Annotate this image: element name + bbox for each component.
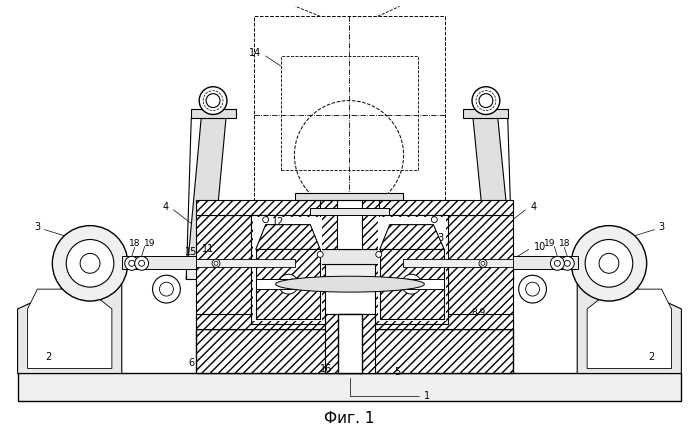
Polygon shape [251, 214, 325, 324]
Circle shape [263, 217, 268, 223]
Polygon shape [196, 214, 251, 329]
Text: 7: 7 [309, 236, 315, 245]
Polygon shape [338, 314, 362, 374]
Polygon shape [463, 109, 507, 118]
Polygon shape [196, 200, 512, 214]
Text: 3: 3 [34, 222, 41, 232]
Polygon shape [256, 225, 320, 249]
Polygon shape [187, 264, 512, 279]
Polygon shape [17, 279, 122, 374]
Text: 13: 13 [433, 233, 445, 242]
Text: 11: 11 [202, 245, 214, 254]
Circle shape [431, 217, 438, 223]
Circle shape [479, 94, 493, 108]
Polygon shape [380, 249, 445, 319]
Circle shape [279, 274, 298, 294]
Circle shape [554, 260, 561, 266]
Text: 2: 2 [649, 352, 655, 362]
Circle shape [519, 275, 547, 303]
Text: 2: 2 [45, 352, 51, 362]
Circle shape [481, 261, 485, 265]
Circle shape [571, 226, 647, 301]
Polygon shape [296, 249, 403, 264]
Circle shape [159, 282, 173, 296]
Polygon shape [256, 279, 445, 289]
Text: 19: 19 [544, 239, 555, 248]
Polygon shape [296, 193, 403, 200]
Circle shape [129, 260, 135, 266]
Circle shape [564, 260, 570, 266]
Text: 5: 5 [395, 368, 401, 378]
Polygon shape [403, 260, 512, 267]
Polygon shape [27, 289, 112, 369]
Circle shape [599, 254, 619, 273]
Text: 17: 17 [474, 260, 487, 270]
Polygon shape [122, 257, 196, 269]
Text: 8,9: 8,9 [471, 308, 485, 317]
Text: 4: 4 [162, 202, 168, 212]
Text: 19: 19 [144, 239, 155, 248]
Polygon shape [192, 109, 236, 118]
Text: Фиг. 1: Фиг. 1 [324, 411, 374, 426]
Polygon shape [196, 260, 296, 267]
Text: 1: 1 [424, 391, 431, 401]
Text: 4: 4 [531, 202, 537, 212]
Circle shape [402, 274, 421, 294]
Circle shape [80, 254, 100, 273]
Polygon shape [256, 249, 320, 319]
Text: 18: 18 [559, 239, 570, 248]
Circle shape [206, 94, 220, 108]
Circle shape [317, 251, 323, 257]
Polygon shape [473, 118, 514, 279]
Text: 6: 6 [188, 357, 194, 368]
Polygon shape [587, 289, 672, 369]
Circle shape [376, 251, 382, 257]
Circle shape [561, 257, 575, 270]
Polygon shape [448, 214, 512, 329]
Circle shape [138, 260, 145, 266]
Text: 14: 14 [250, 48, 261, 58]
Polygon shape [196, 314, 512, 329]
Text: 15: 15 [185, 248, 197, 257]
Circle shape [135, 257, 149, 270]
Circle shape [479, 260, 487, 267]
Circle shape [212, 260, 220, 267]
Polygon shape [320, 200, 379, 249]
Circle shape [199, 87, 227, 115]
Polygon shape [275, 276, 424, 292]
Polygon shape [310, 208, 389, 214]
Polygon shape [280, 279, 419, 289]
Polygon shape [577, 279, 682, 374]
Circle shape [52, 226, 128, 301]
Text: 3: 3 [658, 222, 665, 232]
Bar [254, 16, 445, 214]
Bar [17, 374, 682, 401]
Circle shape [124, 257, 138, 270]
Polygon shape [380, 225, 445, 249]
Polygon shape [377, 217, 446, 321]
Polygon shape [512, 257, 578, 269]
Circle shape [526, 282, 540, 296]
Bar [280, 56, 419, 170]
Circle shape [214, 261, 218, 265]
Text: 10: 10 [533, 242, 546, 252]
Polygon shape [253, 217, 322, 321]
Polygon shape [375, 214, 448, 324]
Circle shape [585, 239, 633, 287]
Circle shape [66, 239, 114, 287]
Polygon shape [187, 118, 226, 279]
Text: 12: 12 [272, 217, 284, 227]
Text: 18: 18 [129, 239, 140, 248]
Polygon shape [196, 329, 512, 374]
Text: 16: 16 [320, 365, 332, 375]
Circle shape [152, 275, 180, 303]
Circle shape [550, 257, 564, 270]
Circle shape [472, 87, 500, 115]
Polygon shape [325, 314, 375, 374]
Polygon shape [337, 200, 362, 249]
